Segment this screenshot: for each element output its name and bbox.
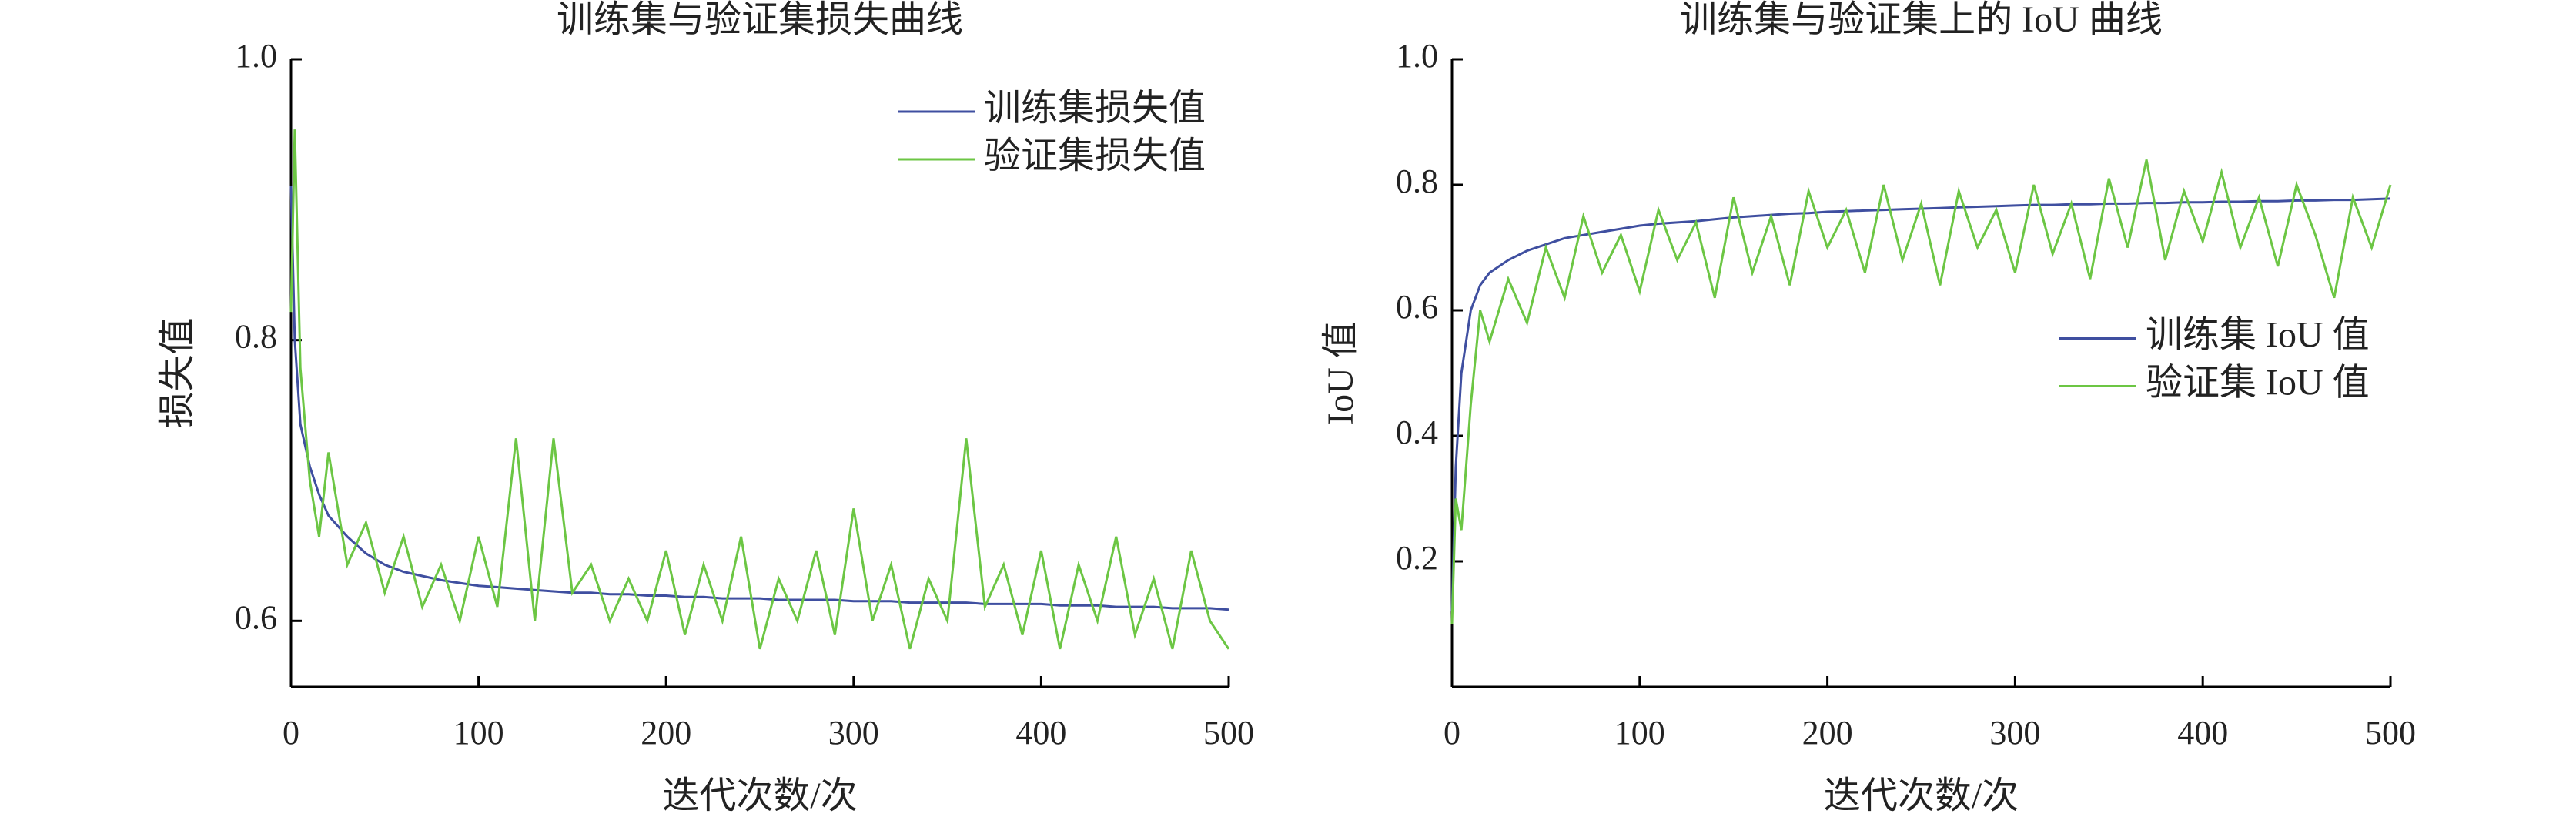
legend-label: 训练集损失值 — [984, 88, 1206, 129]
x-tick-label: 0 — [283, 714, 299, 752]
y-tick-label: 1.0 — [235, 37, 277, 75]
x-tick-label: 100 — [1614, 714, 1665, 752]
x-tick-label: 400 — [1015, 714, 1066, 752]
y-axis-label: 损失值 — [157, 317, 198, 428]
y-tick-label: 0.8 — [1396, 162, 1438, 200]
x-tick-label: 500 — [2365, 714, 2416, 752]
chart-title: 训练集与验证集损失曲线 — [557, 0, 963, 40]
x-tick-label: 0 — [1444, 714, 1460, 752]
x-tick-label: 300 — [1989, 714, 2040, 752]
data-line — [1450, 197, 2391, 612]
y-tick-label: 0.6 — [235, 598, 277, 636]
x-tick-label: 400 — [2177, 714, 2228, 752]
y-tick-label: 0.2 — [1396, 539, 1438, 577]
chart-title: 训练集与验证集上的 IoU 曲线 — [1680, 0, 2163, 40]
y-tick-label: 0.8 — [235, 318, 277, 356]
x-axis-label: 迭代次数/次 — [662, 775, 857, 816]
y-tick-label: 0.4 — [1396, 414, 1438, 451]
x-tick-label: 300 — [828, 714, 879, 752]
y-axis-label: IoU 值 — [1320, 321, 1361, 425]
data-line — [289, 186, 1229, 611]
x-tick-label: 200 — [641, 714, 691, 752]
y-tick-label: 0.6 — [1396, 288, 1438, 326]
y-tick-label: 1.0 — [1396, 37, 1438, 75]
x-tick-label: 200 — [1802, 714, 1853, 752]
x-tick-label: 500 — [1203, 714, 1254, 752]
legend-label: 验证集损失值 — [984, 136, 1206, 176]
x-axis-label: 迭代次数/次 — [1824, 775, 2019, 816]
legend-label: 验证集 IoU 值 — [2146, 363, 2370, 403]
data-line — [289, 129, 1230, 650]
legend-label: 训练集 IoU 值 — [2146, 315, 2370, 356]
x-tick-label: 100 — [453, 714, 504, 752]
data-line — [1450, 159, 2392, 624]
